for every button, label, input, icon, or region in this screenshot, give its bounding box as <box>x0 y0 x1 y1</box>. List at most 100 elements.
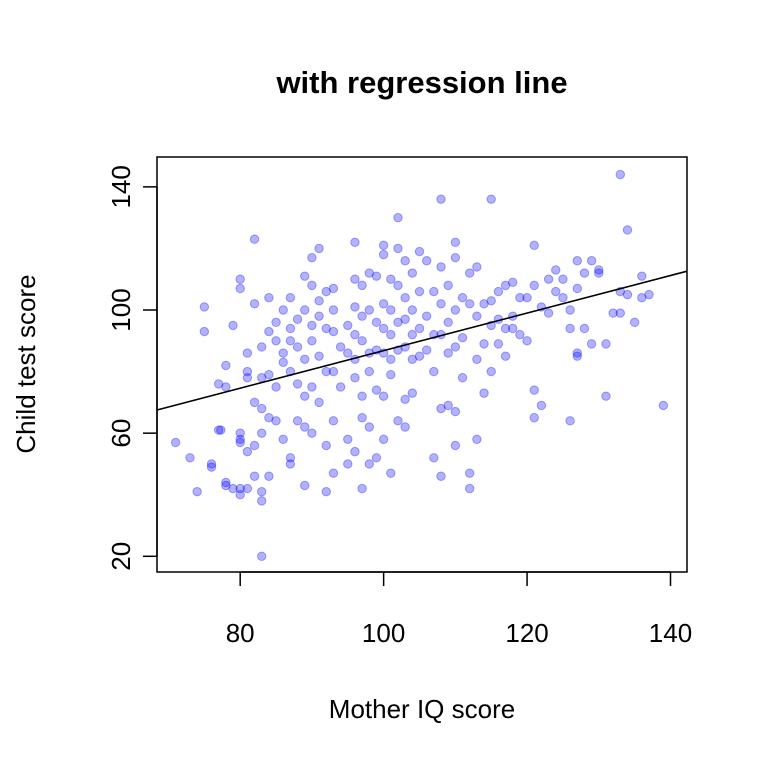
data-point <box>472 354 482 364</box>
data-point <box>558 292 568 303</box>
data-point <box>457 333 468 343</box>
x-axis: 80 100 120 140 <box>226 571 692 648</box>
data-point <box>486 366 496 377</box>
data-point <box>221 477 231 488</box>
data-point <box>508 277 518 288</box>
data-point <box>529 240 539 251</box>
data-point <box>314 311 324 321</box>
data-point <box>457 292 468 303</box>
data-point <box>300 422 310 432</box>
data-point <box>508 323 518 334</box>
data-point <box>249 440 260 451</box>
data-point <box>464 468 475 478</box>
data-point <box>185 453 195 463</box>
data-point <box>529 280 539 291</box>
data-point <box>242 483 253 494</box>
data-point <box>400 394 410 404</box>
data-point <box>565 416 575 426</box>
data-point <box>314 397 324 408</box>
data-point <box>429 453 439 463</box>
chart-title: with regression line <box>275 65 567 100</box>
data-point <box>393 416 403 426</box>
data-point <box>536 400 547 411</box>
data-point <box>292 342 303 352</box>
data-point <box>350 373 360 383</box>
data-point <box>221 480 231 491</box>
data-point <box>378 391 389 401</box>
data-point <box>271 317 281 328</box>
data-point <box>644 289 654 300</box>
regression-line <box>156 270 688 411</box>
data-point <box>586 256 597 266</box>
data-point <box>285 292 296 303</box>
data-point <box>472 311 482 321</box>
data-point <box>249 299 260 309</box>
data-point <box>328 366 339 377</box>
data-point <box>364 459 374 469</box>
data-point <box>221 382 231 392</box>
data-point <box>343 320 353 331</box>
data-point <box>192 486 202 497</box>
data-point <box>328 416 339 426</box>
data-point <box>486 296 496 306</box>
plot-frame <box>156 156 688 573</box>
y-axis: 20 60 100 140 <box>106 165 158 571</box>
y-tick-label: 60 <box>106 419 136 448</box>
data-point <box>213 425 224 435</box>
data-point <box>450 305 461 315</box>
data-point <box>271 336 281 346</box>
data-point <box>386 305 396 315</box>
data-point <box>357 311 367 321</box>
data-point <box>364 268 374 278</box>
data-point <box>594 268 604 278</box>
data-point <box>264 471 274 481</box>
data-point <box>378 434 389 445</box>
data-point <box>407 305 418 315</box>
data-point <box>264 326 274 337</box>
data-point <box>278 357 288 368</box>
data-point <box>378 323 389 334</box>
data-point <box>271 382 281 392</box>
data-point <box>529 413 539 423</box>
data-point <box>500 351 511 361</box>
data-point <box>278 434 288 445</box>
data-point <box>221 360 231 371</box>
data-point <box>386 369 396 380</box>
data-point <box>479 299 489 309</box>
data-point <box>271 416 281 426</box>
data-point <box>364 422 374 432</box>
data-point <box>300 271 310 281</box>
data-point <box>414 351 425 361</box>
data-point <box>216 425 226 435</box>
y-tick-label: 140 <box>106 165 136 208</box>
data-point <box>307 382 317 392</box>
data-point <box>321 486 331 497</box>
data-point <box>199 302 210 312</box>
data-point <box>464 483 475 494</box>
data-point <box>350 237 360 247</box>
data-point <box>393 243 403 254</box>
data-point <box>357 413 367 423</box>
data-point <box>300 354 310 364</box>
data-point <box>414 323 425 334</box>
data-point <box>622 225 633 235</box>
data-point <box>328 326 339 337</box>
data-point <box>515 292 525 303</box>
data-point <box>386 274 396 284</box>
data-point <box>464 268 475 278</box>
x-tick-label: 120 <box>505 618 548 648</box>
data-point <box>371 385 382 395</box>
data-point <box>386 329 396 340</box>
data-point <box>213 379 224 389</box>
data-point <box>300 305 310 315</box>
data-point <box>407 388 418 398</box>
x-axis-label: Mother IQ score <box>329 694 515 724</box>
data-point <box>357 391 367 401</box>
data-point <box>429 286 439 297</box>
data-point <box>378 249 389 260</box>
data-point <box>328 283 339 294</box>
data-point <box>500 280 511 291</box>
data-point <box>579 268 590 278</box>
data-point <box>658 400 669 411</box>
data-point <box>328 468 339 478</box>
